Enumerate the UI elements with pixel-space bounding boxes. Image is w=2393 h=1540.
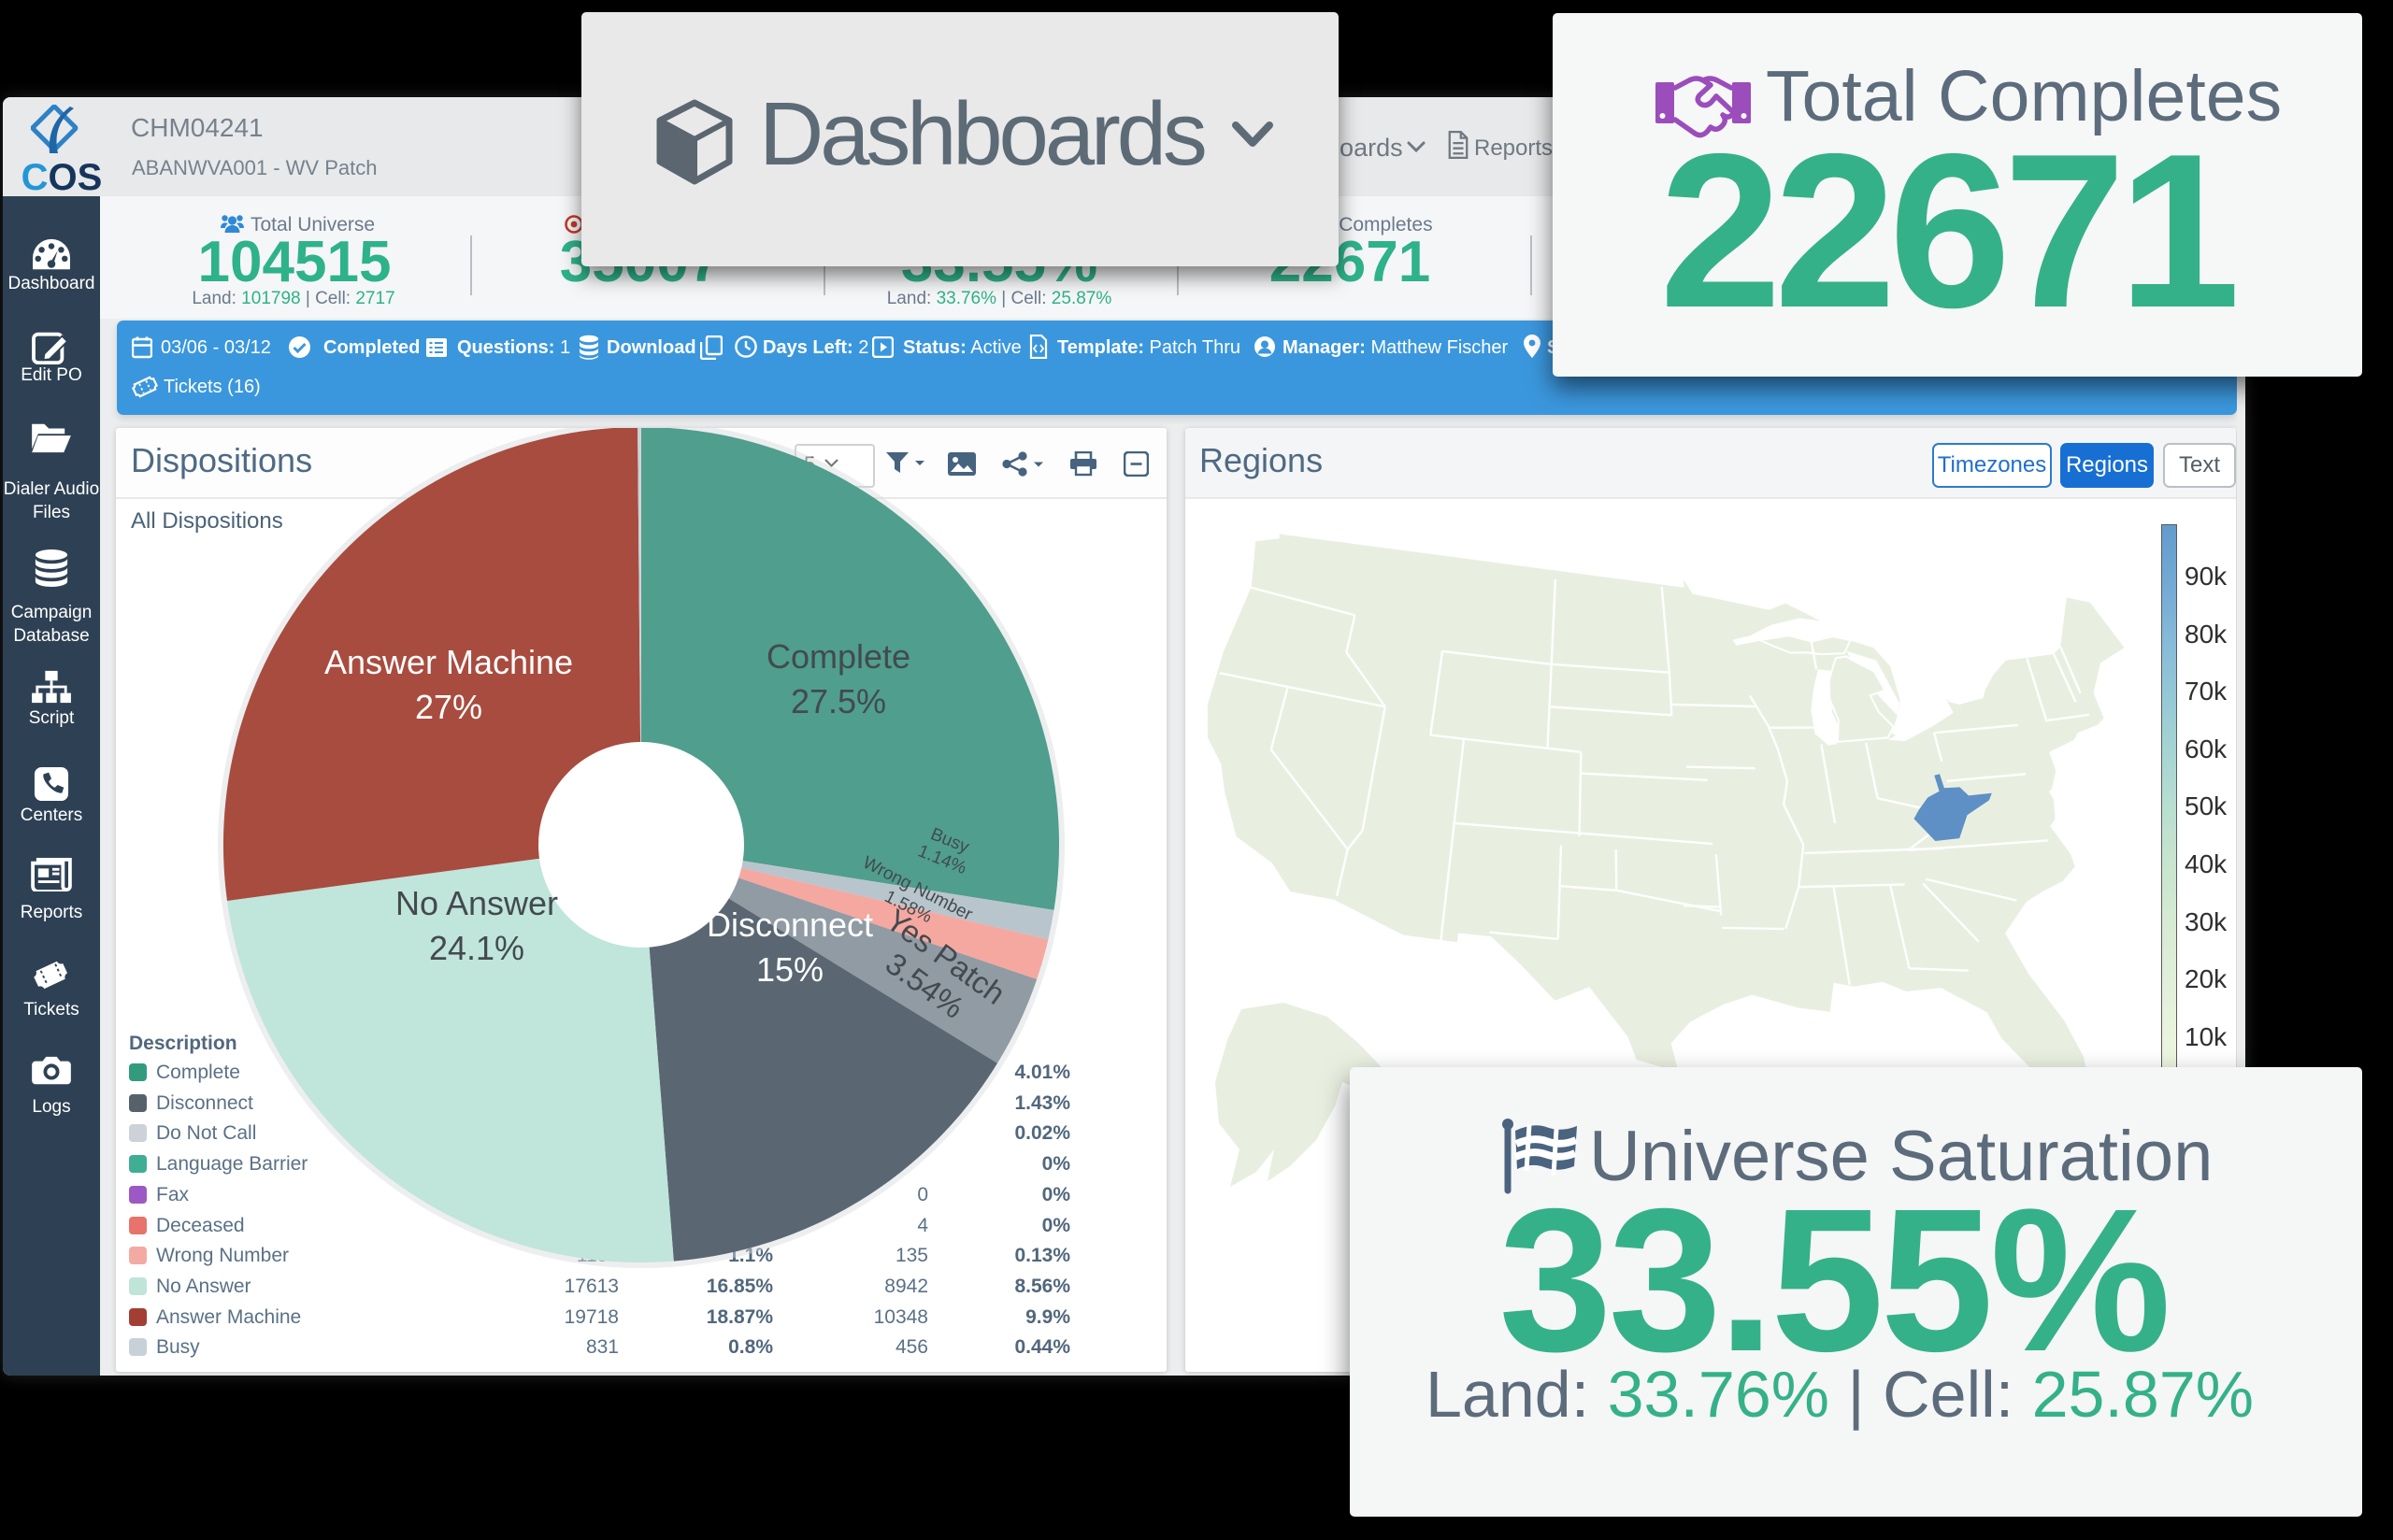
svg-text:Complete: Complete (767, 637, 910, 676)
svg-text:Answer Machine: Answer Machine (324, 643, 573, 681)
svg-text:15%: 15% (756, 950, 824, 989)
svg-text:Disconnect: Disconnect (707, 905, 873, 944)
svg-text:27%: 27% (415, 688, 482, 726)
svg-text:No Answer: No Answer (395, 884, 558, 922)
svg-text:24.1%: 24.1% (429, 929, 524, 967)
svg-text:27.5%: 27.5% (791, 682, 886, 720)
